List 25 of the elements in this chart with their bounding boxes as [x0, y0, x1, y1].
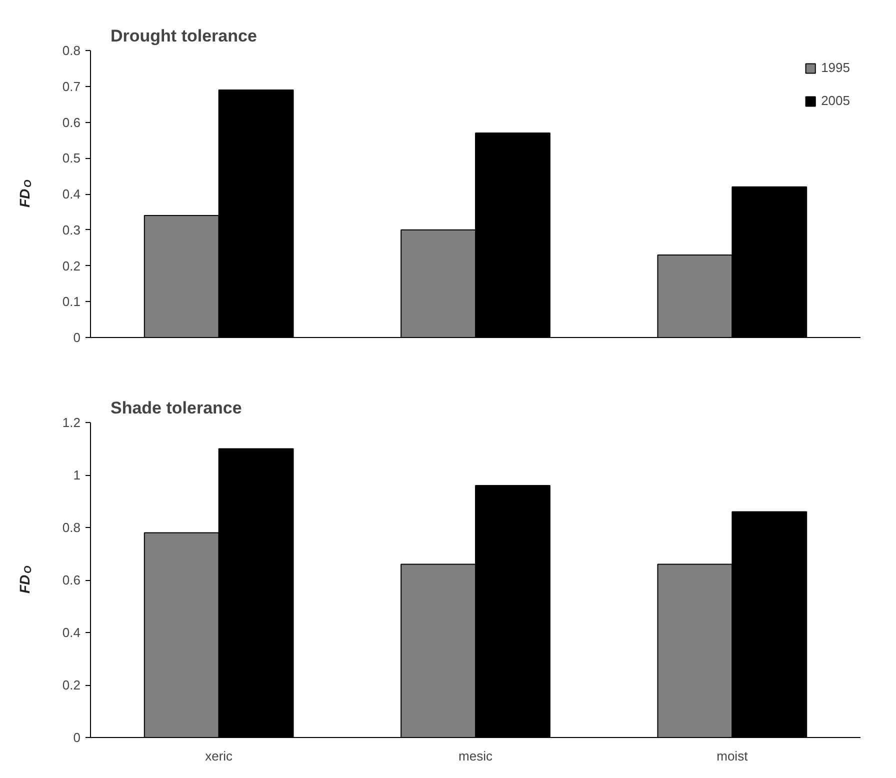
y-tick-label: 0.5 [62, 150, 81, 166]
y-tick-label: 0.1 [62, 294, 81, 310]
y-tick-label: 0.6 [62, 114, 81, 130]
y-tick-label: 0.8 [62, 43, 81, 58]
y-tick-label: 0.2 [62, 258, 81, 274]
y-tick-label: 0.4 [62, 625, 81, 640]
chart-title: Shade tolerance [110, 398, 242, 418]
y-tick-label: 0.4 [62, 186, 81, 202]
legend-label: 1995 [821, 60, 850, 75]
y-tick-label: 0 [73, 730, 81, 745]
y-tick-label: 0.3 [62, 222, 81, 238]
chart-title: Drought tolerance [110, 26, 257, 46]
y-axis-title: FDO [16, 566, 34, 594]
y-tick-label: 0.6 [62, 572, 81, 588]
y-tick-label: 0.7 [62, 78, 81, 94]
legend-label: 2005 [821, 93, 850, 108]
x-tick-label: xeric [205, 748, 234, 764]
y-tick-label: 0.2 [62, 678, 81, 692]
x-tick-label: moist [716, 748, 748, 764]
y-tick-label: 0 [73, 330, 81, 345]
y-tick-label: 0.8 [62, 520, 81, 535]
y-tick-label: 1.2 [62, 415, 81, 430]
y-axis-title: FDO [16, 180, 34, 208]
x-tick-label: mesic [458, 748, 493, 764]
y-tick-label: 1 [73, 468, 81, 482]
